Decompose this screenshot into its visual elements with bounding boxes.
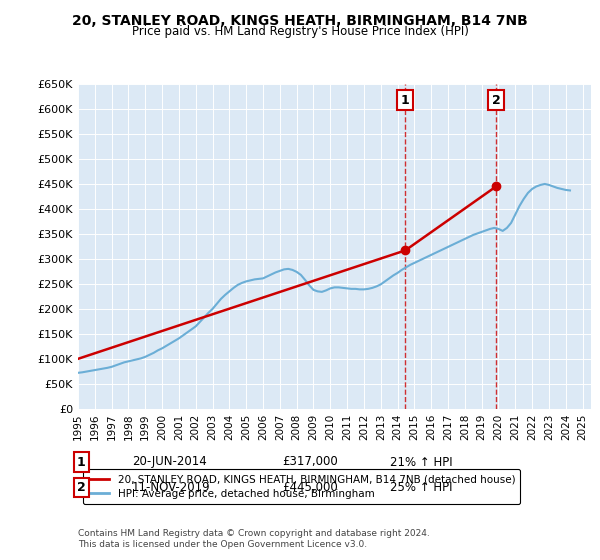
Text: 2: 2 (77, 480, 85, 494)
Text: 2: 2 (492, 94, 500, 107)
Text: 11-NOV-2019: 11-NOV-2019 (132, 480, 211, 494)
Legend: 20, STANLEY ROAD, KINGS HEATH, BIRMINGHAM, B14 7NB (detached house), HPI: Averag: 20, STANLEY ROAD, KINGS HEATH, BIRMINGHA… (83, 469, 520, 504)
Text: 1: 1 (401, 94, 410, 107)
Text: Contains HM Land Registry data © Crown copyright and database right 2024.
This d: Contains HM Land Registry data © Crown c… (78, 529, 430, 549)
Text: 21% ↑ HPI: 21% ↑ HPI (390, 455, 452, 469)
Text: 1: 1 (77, 455, 85, 469)
Text: £317,000: £317,000 (282, 455, 338, 469)
Text: 20-JUN-2014: 20-JUN-2014 (132, 455, 207, 469)
Text: Price paid vs. HM Land Registry's House Price Index (HPI): Price paid vs. HM Land Registry's House … (131, 25, 469, 38)
Text: 20, STANLEY ROAD, KINGS HEATH, BIRMINGHAM, B14 7NB: 20, STANLEY ROAD, KINGS HEATH, BIRMINGHA… (72, 14, 528, 28)
Text: £445,000: £445,000 (282, 480, 338, 494)
Text: 25% ↑ HPI: 25% ↑ HPI (390, 480, 452, 494)
